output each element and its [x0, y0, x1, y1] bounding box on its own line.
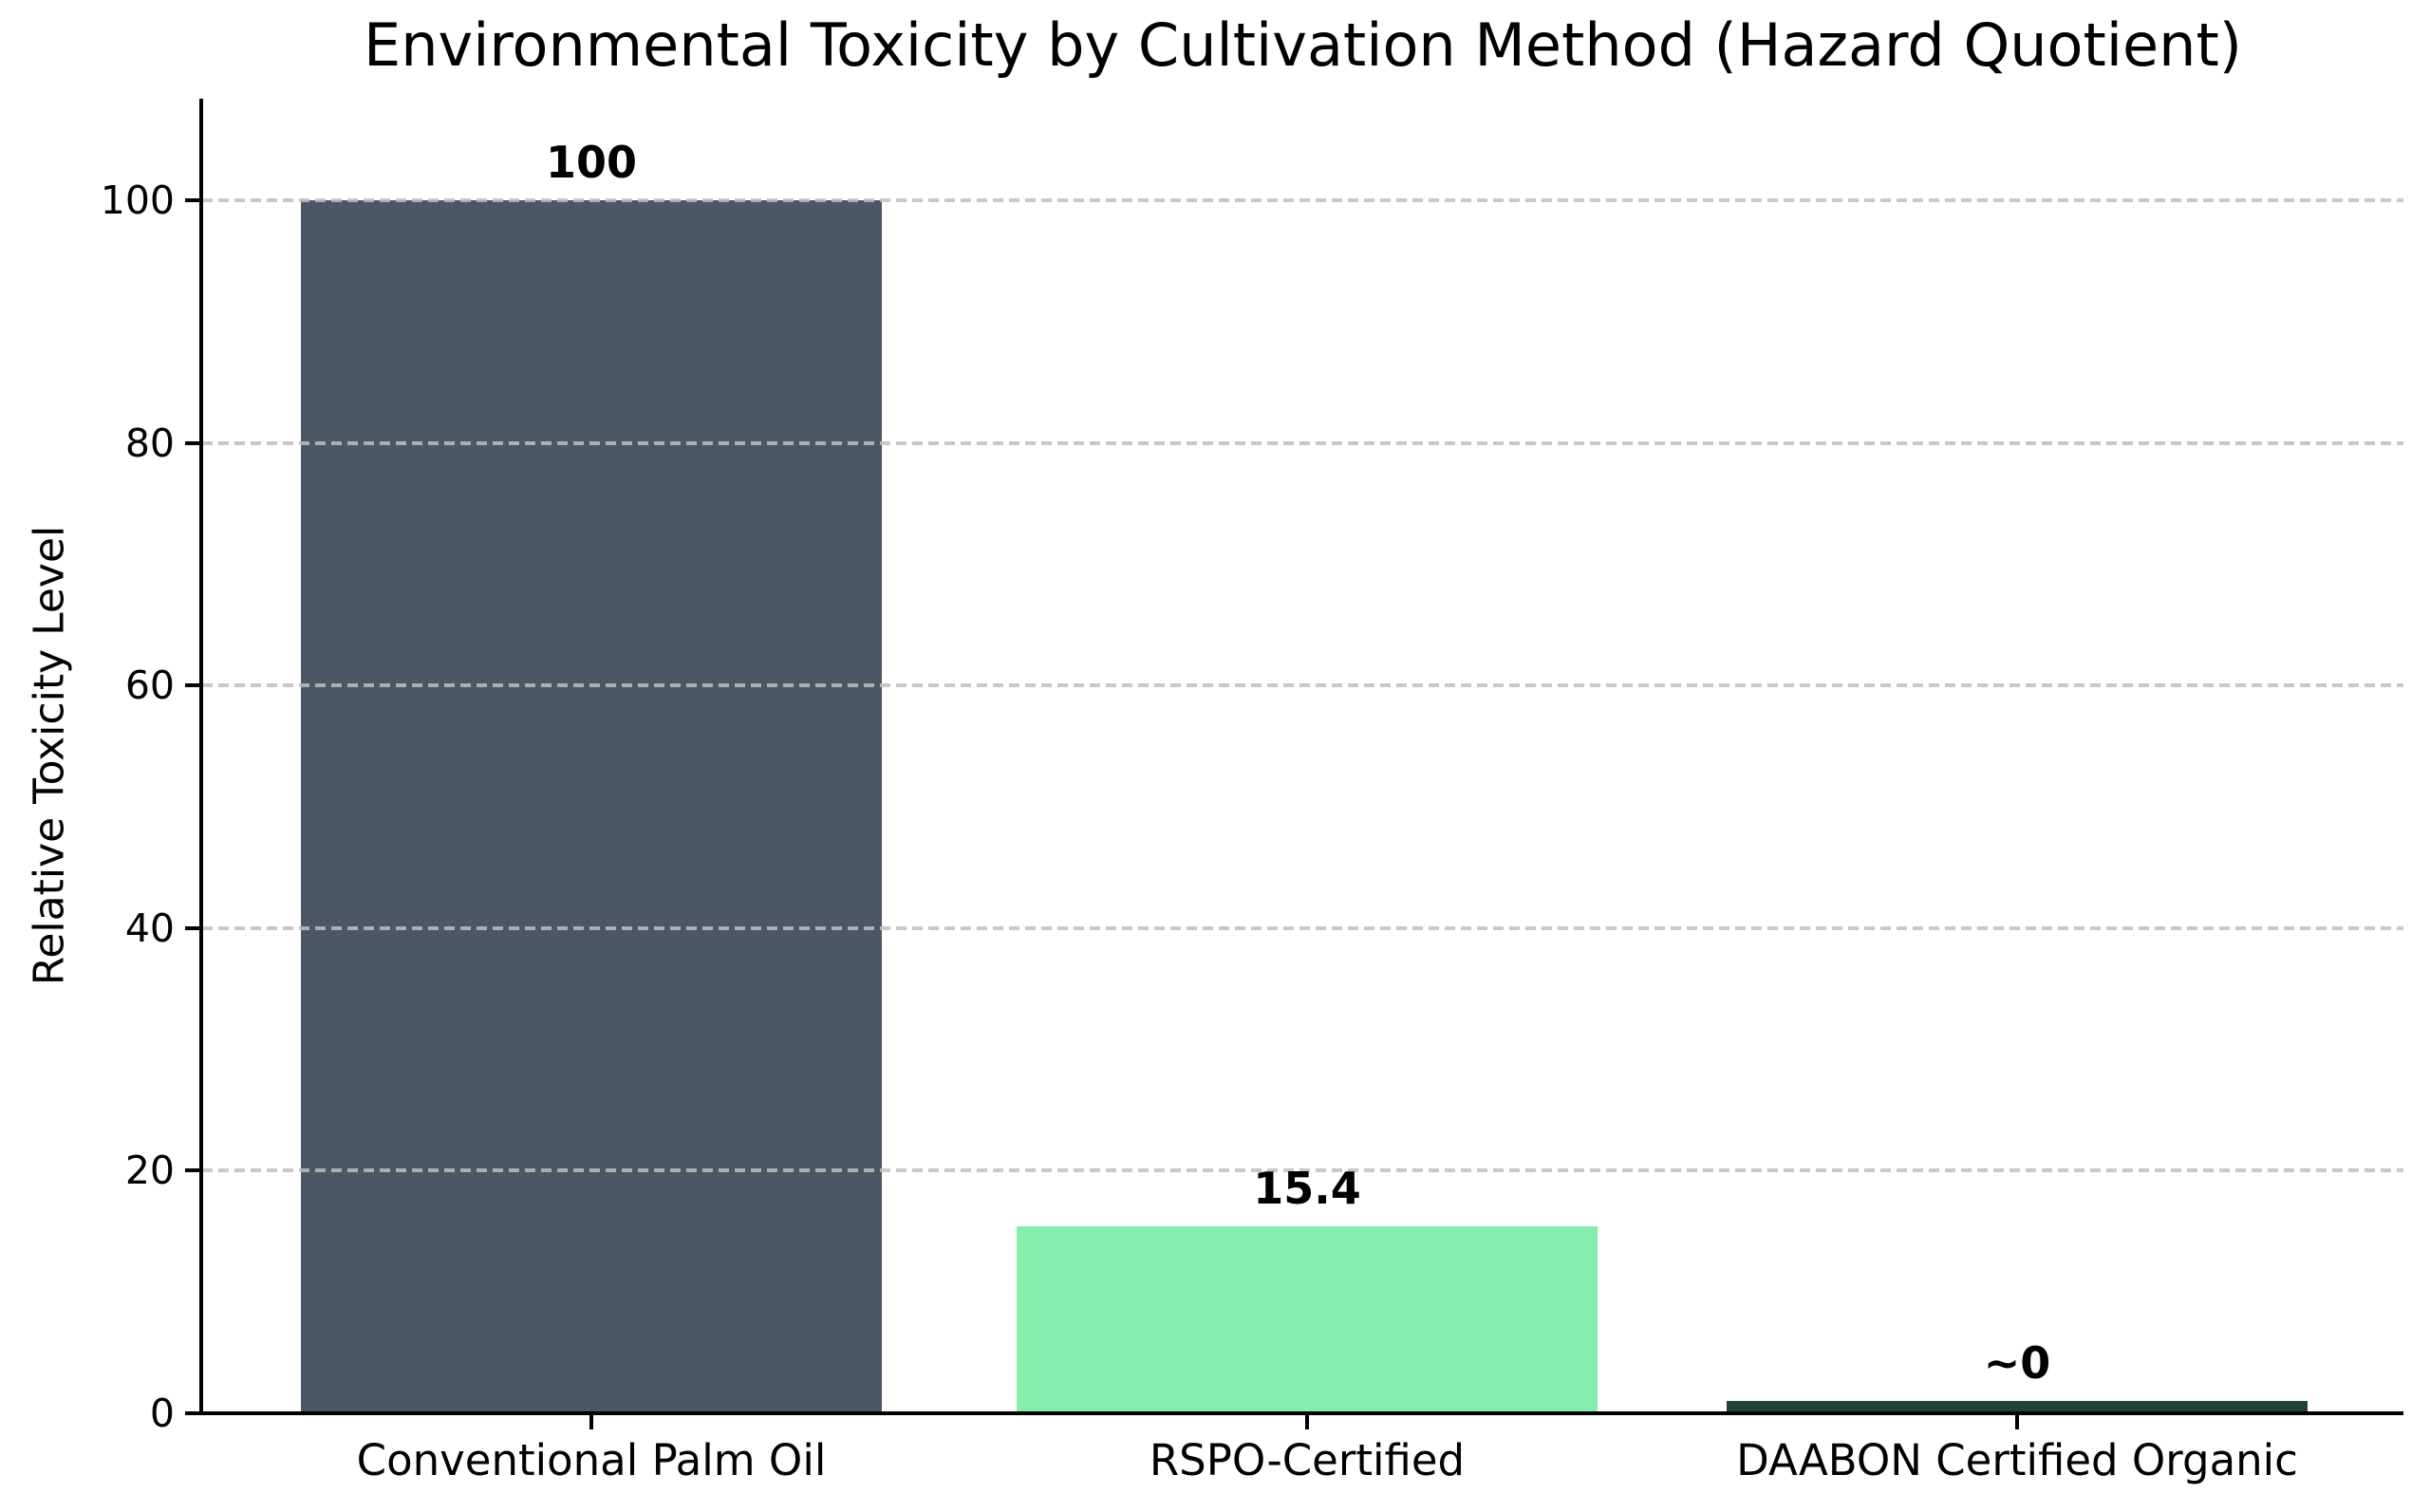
gridline-y-60	[202, 683, 2403, 688]
y-tick-mark-40	[185, 925, 201, 930]
y-tick-label-20: 20	[124, 1148, 175, 1194]
y-tick-mark-80	[185, 440, 201, 445]
x-axis-spine	[199, 1411, 2403, 1415]
x-tick-label-1: RSPO-Certified	[1149, 1435, 1466, 1485]
chart-title: Environmental Toxicity by Cultivation Me…	[364, 10, 2242, 80]
bar-1	[1017, 1226, 1598, 1413]
bar-2	[1727, 1401, 2308, 1413]
x-tick-mark-1	[1305, 1415, 1309, 1429]
y-tick-mark-0	[185, 1411, 201, 1415]
x-tick-mark-2	[2015, 1415, 2019, 1429]
x-tick-label-0: Conventional Palm Oil	[356, 1435, 827, 1485]
gridline-y-80	[202, 440, 2403, 445]
bar-0	[301, 200, 882, 1413]
y-axis-spine	[199, 99, 203, 1415]
gridline-y-40	[202, 925, 2403, 930]
y-tick-label-60: 60	[124, 663, 175, 709]
y-tick-label-40: 40	[124, 905, 175, 951]
gridline-y-20	[202, 1168, 2403, 1173]
bar-value-label-0: 100	[545, 137, 638, 188]
y-tick-mark-100	[185, 198, 201, 202]
bar-value-label-2: ~0	[1983, 1337, 2051, 1389]
x-tick-mark-0	[589, 1415, 593, 1429]
gridline-y-100	[202, 198, 2403, 202]
y-tick-label-80: 80	[124, 420, 175, 466]
y-tick-mark-20	[185, 1168, 201, 1173]
y-tick-label-0: 0	[149, 1391, 175, 1436]
y-tick-mark-60	[185, 683, 201, 688]
y-tick-label-100: 100	[100, 177, 175, 223]
bar-value-label-1: 15.4	[1253, 1163, 1361, 1214]
x-tick-label-2: DAABON Certified Organic	[1736, 1435, 2298, 1485]
